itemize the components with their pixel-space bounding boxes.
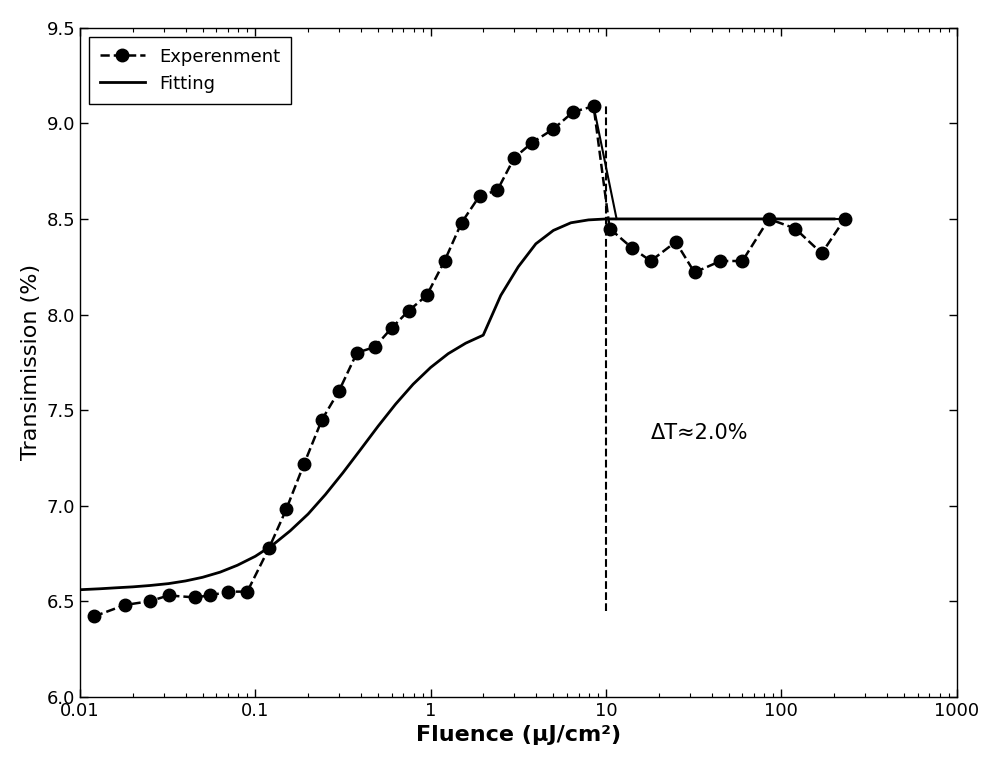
Fitting bbox=[267, 540, 279, 549]
Fitting bbox=[231, 561, 243, 570]
Fitting bbox=[723, 214, 735, 224]
Experenment bbox=[298, 459, 310, 468]
Experenment bbox=[189, 593, 201, 602]
Fitting bbox=[565, 218, 577, 228]
Experenment bbox=[816, 249, 828, 258]
Line: Fitting: Fitting bbox=[80, 219, 834, 590]
Fitting bbox=[407, 380, 419, 389]
Legend: Experenment, Fitting: Experenment, Fitting bbox=[89, 37, 291, 103]
Experenment bbox=[508, 153, 520, 162]
Fitting bbox=[684, 214, 696, 224]
Experenment bbox=[222, 587, 234, 596]
Experenment bbox=[263, 543, 275, 552]
Experenment bbox=[626, 243, 638, 252]
Fitting bbox=[197, 573, 209, 582]
Experenment bbox=[403, 306, 415, 316]
Experenment bbox=[491, 185, 503, 195]
Experenment bbox=[163, 591, 175, 600]
Experenment bbox=[280, 505, 292, 514]
Experenment bbox=[547, 125, 559, 134]
Fitting bbox=[249, 552, 261, 561]
Text: ΔT≈2.0%: ΔT≈2.0% bbox=[651, 423, 748, 443]
Experenment bbox=[119, 601, 131, 610]
Fitting bbox=[495, 291, 507, 300]
Fitting bbox=[354, 445, 366, 454]
Experenment bbox=[88, 612, 100, 621]
Fitting bbox=[144, 581, 156, 590]
Experenment bbox=[604, 224, 616, 233]
Experenment bbox=[316, 415, 328, 424]
Fitting bbox=[530, 239, 542, 248]
Experenment bbox=[144, 597, 156, 606]
Fitting bbox=[460, 339, 472, 348]
Fitting bbox=[302, 509, 314, 519]
Experenment bbox=[204, 591, 216, 600]
Fitting bbox=[425, 363, 437, 372]
Fitting bbox=[390, 400, 402, 409]
Fitting bbox=[582, 215, 594, 224]
Fitting bbox=[547, 226, 559, 235]
Experenment bbox=[789, 224, 801, 233]
Fitting bbox=[337, 468, 349, 477]
Fitting bbox=[653, 214, 665, 224]
Experenment bbox=[670, 237, 682, 247]
Fitting bbox=[94, 584, 106, 594]
Fitting bbox=[775, 214, 787, 224]
Fitting bbox=[614, 214, 626, 224]
Fitting bbox=[284, 526, 296, 535]
Experenment bbox=[439, 257, 451, 266]
Experenment bbox=[839, 214, 851, 224]
X-axis label: Fluence (μJ/cm²): Fluence (μJ/cm²) bbox=[416, 725, 621, 745]
Fitting bbox=[74, 585, 86, 594]
Fitting bbox=[372, 422, 384, 431]
Fitting bbox=[214, 568, 226, 577]
Fitting bbox=[110, 583, 122, 592]
Experenment bbox=[714, 257, 726, 266]
Fitting bbox=[631, 214, 643, 224]
Experenment bbox=[689, 268, 701, 277]
Fitting bbox=[163, 579, 175, 588]
Fitting bbox=[600, 214, 612, 224]
Fitting bbox=[512, 262, 524, 271]
Experenment bbox=[351, 348, 363, 357]
Experenment bbox=[456, 218, 468, 228]
Experenment bbox=[645, 257, 657, 266]
Y-axis label: Transimission (%): Transimission (%) bbox=[21, 264, 41, 460]
Fitting bbox=[127, 582, 139, 591]
Fitting bbox=[180, 576, 192, 585]
Experenment bbox=[241, 587, 253, 596]
Experenment bbox=[588, 102, 600, 111]
Experenment bbox=[333, 386, 345, 395]
Experenment bbox=[763, 214, 775, 224]
Line: Experenment: Experenment bbox=[88, 100, 851, 623]
Experenment bbox=[386, 323, 398, 332]
Experenment bbox=[567, 107, 579, 116]
Fitting bbox=[828, 214, 840, 224]
Experenment bbox=[421, 291, 433, 300]
Experenment bbox=[369, 342, 381, 352]
Fitting bbox=[442, 349, 454, 358]
Experenment bbox=[736, 257, 748, 266]
Fitting bbox=[319, 490, 331, 499]
Experenment bbox=[474, 192, 486, 201]
Fitting bbox=[477, 331, 489, 340]
Experenment bbox=[526, 138, 538, 147]
